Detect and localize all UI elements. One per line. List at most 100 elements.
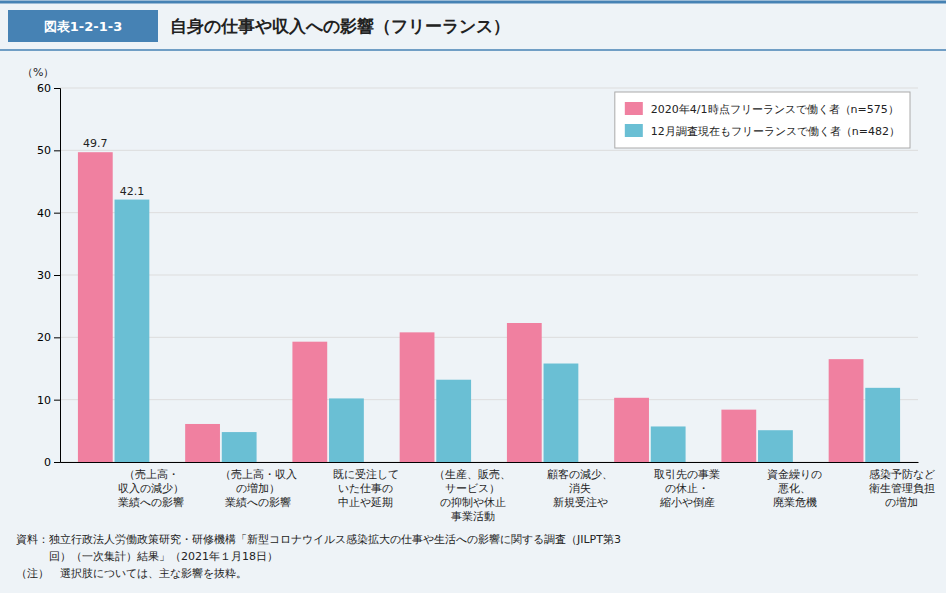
subtitle: 図表1-2-1-3 <box>44 19 122 34</box>
bar <box>721 410 756 462</box>
title: 自身の仕事や収入への影響（フリーランス） <box>170 16 510 36</box>
tick-label: 50 <box>37 144 51 157</box>
tick-label: 衛生管理負担 <box>869 482 935 494</box>
bar <box>292 342 327 462</box>
tick-label: 縮小や倒産 <box>659 496 715 508</box>
bar <box>115 200 150 462</box>
tick-label: の休止・ <box>665 482 709 494</box>
tick-label: 取引先の事業 <box>654 468 720 480</box>
chart: 図表1-2-1-3 自身の仕事や収入への影響（フリーランス） 49.742.1 0 10… <box>0 0 946 593</box>
bar <box>222 432 257 462</box>
tick: 資金繰りの悪化、廃業危機 <box>767 468 822 508</box>
tick-mark <box>54 337 60 338</box>
grid-line <box>60 150 918 151</box>
grid-line <box>60 88 918 89</box>
y-axis: 0 10 20 30 40 50 60 <box>37 82 61 469</box>
tick-label: 資金繰りの <box>767 468 822 480</box>
axis-line <box>54 89 61 463</box>
tick-label: （生産、販売、 <box>434 468 511 480</box>
legend-label: 12月調査現在もフリーランスで働く者（n=482） <box>651 125 900 138</box>
plot: 49.742.10102030405060（%）（売上高・収入の減少）業績への影… <box>22 66 935 522</box>
tick: （生産、販売、サービス）の抑制や休止事業活動 <box>434 468 511 522</box>
legend-swatch <box>625 102 643 115</box>
bar <box>329 398 364 462</box>
tick: （売上高・収入の減少）業績への影響 <box>118 468 184 508</box>
tick-label: （売上高・ <box>124 468 179 480</box>
tick-label: 消失 <box>569 482 591 494</box>
tick-mark <box>54 400 60 401</box>
tick: 60 <box>37 82 60 95</box>
series <box>115 200 901 462</box>
tick-label: 20 <box>37 331 51 344</box>
legend: 2020年4/1時点フリーランスで働く者（n=575） 12月調査現在もフリーラン… <box>615 92 910 148</box>
tick-label: 新規受注や <box>553 496 608 508</box>
tick-label: 0 <box>44 456 51 469</box>
tick-label: 中止や延期 <box>338 496 393 508</box>
x-axis: （売上高・収入の減少）業績への影響 （売上高・収入の増加） 業績への影響 既に受注して… <box>61 463 935 523</box>
header: 図表1-2-1-3 自身の仕事や収入への影響（フリーランス） <box>0 2 946 50</box>
tick: 既に受注していた仕事の中止や延期 <box>333 468 399 508</box>
bar <box>78 152 113 462</box>
header-rule <box>0 49 946 51</box>
axis-line <box>61 462 919 463</box>
tick-mark <box>54 213 60 214</box>
data-labels: 49.742.1 <box>83 137 144 197</box>
grid-line <box>60 337 918 338</box>
tick: 30 <box>37 269 60 282</box>
tick-mark <box>54 275 60 276</box>
tick-label: の増加 <box>885 496 918 508</box>
tick-label: いた仕事の <box>338 482 393 494</box>
tick-mark <box>54 150 60 151</box>
grid-line <box>60 212 918 213</box>
bar <box>758 430 793 462</box>
tick-label: の抑制や休止 <box>440 496 506 508</box>
legend-swatch <box>625 124 643 137</box>
bar <box>544 364 579 462</box>
bar <box>614 398 649 462</box>
tick: 取引先の事業の休止・縮小や倒産 <box>654 468 720 508</box>
tick: 顧客の減少、消失新規受注や <box>547 468 613 508</box>
tick-label: 顧客の減少、 <box>547 468 613 480</box>
tick-label: 30 <box>37 269 51 282</box>
footer: 資料：独立行政法人労働政策研究・研修機構「新型コロナウイルス感染拡大の仕事や生活… <box>16 533 621 580</box>
annotation: 回）（一次集計）結果」（2021年１月18日） <box>16 550 278 563</box>
tick-label: 感染予防など <box>869 468 935 480</box>
bars <box>78 152 900 462</box>
grid-line <box>60 399 918 400</box>
tick-label: の増加） <box>236 482 280 494</box>
tick: 50 <box>37 144 60 157</box>
grid-line <box>60 275 918 276</box>
tick-label: 10 <box>37 394 51 407</box>
tick-label: 業績への影響 <box>225 496 291 508</box>
tick-label: 40 <box>37 207 51 220</box>
tick-label: （売上高・収入 <box>220 468 297 480</box>
tick-label: 悪化、 <box>777 482 811 494</box>
tick-label: 既に受注して <box>333 468 399 480</box>
bar <box>400 332 435 462</box>
bar <box>829 359 864 462</box>
tick: 10 <box>37 394 60 407</box>
legend-frame <box>615 92 910 148</box>
bar <box>507 323 542 462</box>
annotation: （注） 選択肢については、主な影響を抜粋。 <box>16 567 247 580</box>
header-rule <box>0 1 946 4</box>
legend-label: 2020年4/1時点フリーランスで働く者（n=575） <box>651 103 899 116</box>
tick-label: サービス） <box>445 482 500 494</box>
bar <box>436 380 471 462</box>
bar <box>865 388 900 462</box>
annotation: 資料：独立行政法人労働政策研究・研修機構「新型コロナウイルス感染拡大の仕事や生活… <box>16 533 621 546</box>
bar <box>651 426 686 462</box>
tick: （売上高・収入の増加） 業績への影響 <box>220 468 297 508</box>
data-label: 42.1 <box>120 185 145 198</box>
grid <box>60 88 918 462</box>
tick-label: 廃業危機 <box>773 496 817 508</box>
tick: 0 <box>44 456 60 469</box>
tick-mark <box>54 462 60 463</box>
tick-label: 60 <box>37 82 51 95</box>
tick-label: 業績への影響 <box>118 496 184 508</box>
tick: 40 <box>37 207 60 220</box>
bar <box>185 424 220 462</box>
header-box <box>8 10 158 42</box>
tick: 20 <box>37 331 60 344</box>
tick-mark <box>54 88 60 89</box>
